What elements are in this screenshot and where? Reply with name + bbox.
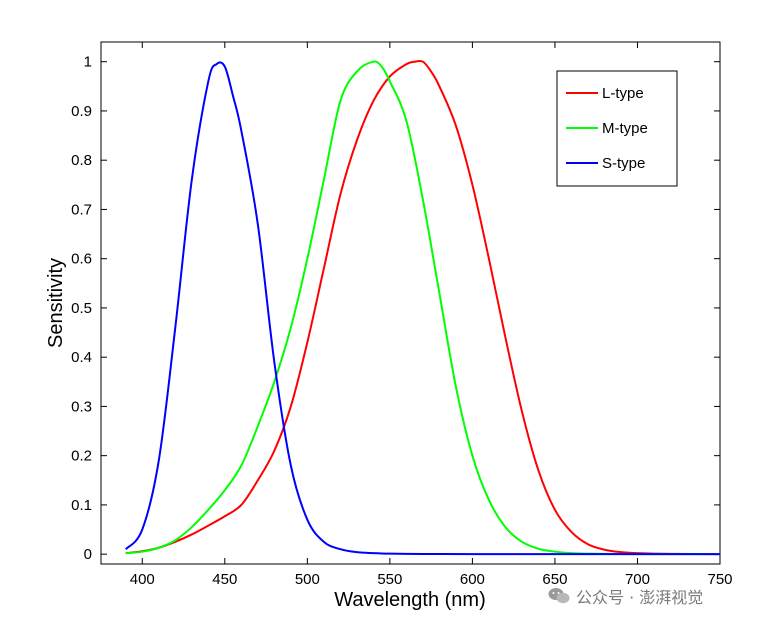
x-tick-label: 650 — [542, 571, 567, 588]
x-tick-label: 400 — [130, 571, 155, 588]
y-tick-label: 0.3 — [71, 398, 92, 415]
x-tick-label: 700 — [625, 571, 650, 588]
series-line-s-type — [124, 61, 720, 556]
y-tick-label: 0.7 — [71, 201, 92, 218]
legend-label-m-type: M-type — [602, 120, 648, 137]
y-tick-label: 0.4 — [71, 349, 92, 366]
watermark-text: 公众号 · 澎湃视觉 — [576, 588, 704, 607]
y-tick-label: 0.1 — [71, 497, 92, 514]
x-axis-title: Wavelength (nm) — [334, 589, 486, 611]
y-axis-ticks: 0 0.1 0.2 0.3 0.4 0.5 0.6 0.7 0.8 0.9 1 — [71, 54, 720, 563]
y-tick-label: 0 — [84, 546, 92, 563]
y-tick-label: 1 — [84, 54, 92, 71]
series-line-l-type — [125, 59, 721, 556]
wechat-icon — [548, 587, 570, 605]
legend: L-type M-type S-type — [556, 70, 678, 187]
y-tick-label: 0.6 — [71, 251, 92, 268]
legend-label-l-type: L-type — [602, 85, 644, 102]
legend-label-s-type: S-type — [602, 155, 645, 172]
x-tick-label: 600 — [460, 571, 485, 588]
x-tick-label: 500 — [295, 571, 320, 588]
y-tick-label: 0.9 — [71, 103, 92, 120]
x-axis-ticks: 400 450 500 550 600 650 700 750 — [130, 42, 733, 588]
y-tick-label: 0.2 — [71, 448, 92, 465]
x-tick-label: 550 — [377, 571, 402, 588]
x-tick-label: 750 — [707, 571, 732, 588]
watermark: 公众号 · 澎湃视觉 — [548, 584, 703, 608]
y-tick-label: 0.8 — [71, 152, 92, 169]
x-tick-label: 450 — [212, 571, 237, 588]
y-axis-title: Sensitivity — [45, 258, 67, 348]
y-tick-label: 0.5 — [71, 300, 92, 317]
series-lines — [124, 59, 721, 556]
